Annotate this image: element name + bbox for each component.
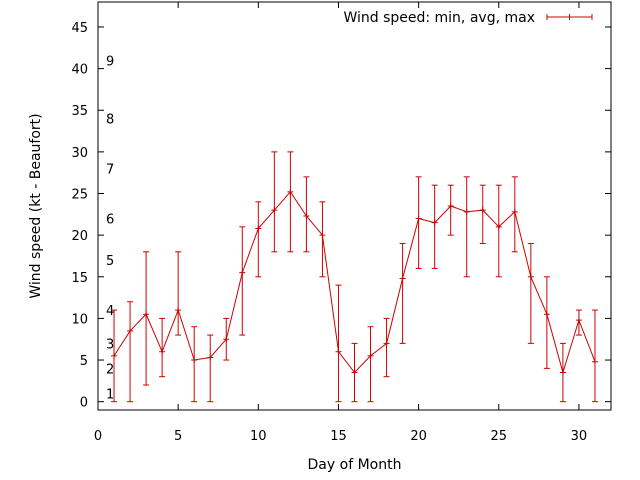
axes-layer — [97, 1, 612, 411]
data-point — [479, 207, 486, 214]
data-point — [591, 358, 598, 365]
x-tick-label: 25 — [491, 429, 508, 444]
data-point — [559, 369, 566, 376]
data-point — [351, 369, 358, 376]
series-layer — [111, 151, 598, 403]
beaufort-label: 5 — [106, 254, 114, 269]
data-point — [223, 336, 230, 343]
beaufort-label: 9 — [106, 54, 114, 69]
data-point — [399, 275, 406, 282]
data-point — [463, 208, 470, 215]
y-axis-title: Wind speed (kt - Beaufort) — [28, 113, 44, 298]
data-point — [367, 352, 374, 359]
data-point — [255, 225, 262, 232]
data-point — [335, 348, 342, 355]
data-point — [543, 311, 550, 318]
beaufort-label: 4 — [106, 304, 114, 319]
data-point — [143, 311, 150, 318]
data-point — [383, 340, 390, 347]
beaufort-label: 6 — [106, 212, 114, 227]
y-tick-label: 35 — [71, 104, 88, 119]
legend: Wind speed: min, avg, max — [343, 10, 593, 26]
data-point — [239, 269, 246, 276]
data-point — [111, 352, 118, 359]
y-tick-label: 25 — [71, 188, 88, 203]
y-tick-label: 5 — [80, 354, 88, 369]
beaufort-label: 7 — [106, 163, 114, 178]
x-tick-label: 0 — [94, 429, 102, 444]
x-tick-label: 15 — [330, 429, 347, 444]
x-tick-label: 30 — [571, 429, 588, 444]
beaufort-scale-labels: 1 2 3 4 5 6 7 8 9 — [106, 54, 114, 402]
data-point — [175, 307, 182, 314]
x-tick-label: 5 — [174, 429, 182, 444]
y-tick-label: 30 — [71, 146, 88, 161]
data-point — [415, 215, 422, 222]
data-point — [271, 207, 278, 214]
y-tick-label: 20 — [71, 229, 88, 244]
data-point — [511, 208, 518, 215]
data-point — [303, 212, 310, 219]
data-point — [431, 219, 438, 226]
data-point — [319, 232, 326, 239]
data-point — [191, 357, 198, 364]
beaufort-label: 1 — [106, 387, 114, 402]
y-tick-label: 40 — [71, 63, 88, 78]
data-point — [207, 354, 214, 361]
y-tick-label: 10 — [71, 312, 88, 327]
legend-label: Wind speed: min, avg, max — [343, 10, 535, 26]
y-tick-label: 15 — [71, 271, 88, 286]
data-point — [127, 327, 134, 334]
data-point — [527, 273, 534, 280]
data-point — [495, 223, 502, 230]
data-point — [287, 188, 294, 195]
data-point — [575, 317, 582, 324]
beaufort-label: 3 — [106, 337, 114, 352]
x-tick-label: 20 — [410, 429, 427, 444]
x-axis-title: Day of Month — [308, 457, 402, 473]
y-tick-label: 45 — [71, 21, 88, 36]
y-tick-label: 0 — [80, 396, 88, 411]
data-point — [447, 203, 454, 209]
beaufort-label: 8 — [106, 113, 114, 128]
plot-frame — [97, 1, 612, 411]
data-point — [159, 348, 166, 355]
beaufort-label: 2 — [106, 362, 114, 377]
x-tick-label: 10 — [250, 429, 267, 444]
